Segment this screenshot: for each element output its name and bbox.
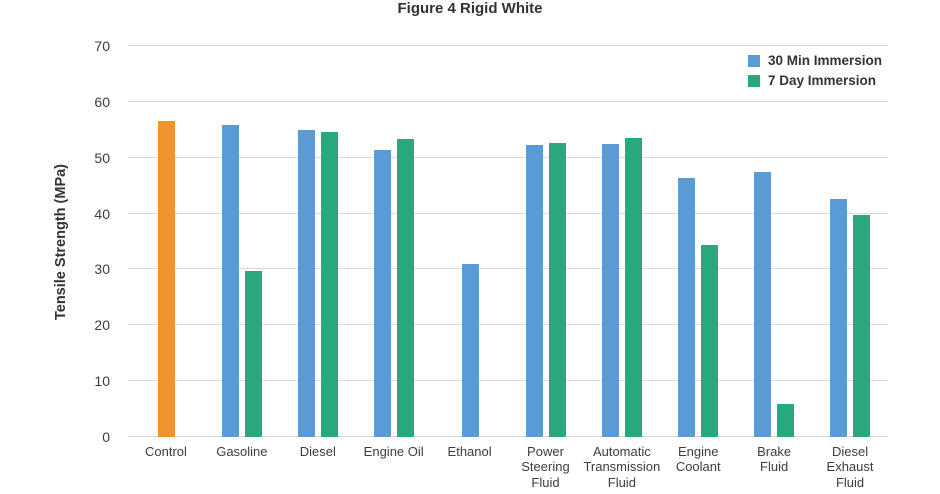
x-axis-category-label: Control [144, 444, 187, 459]
bar-control [157, 121, 175, 437]
bar-7-day-immersion [321, 132, 338, 437]
bar-30-min-immersion [222, 125, 239, 437]
x-axis-category-label: Gasoline [216, 444, 268, 459]
bar-7-day-immersion [853, 214, 870, 437]
bar-7-day-immersion [701, 245, 718, 437]
bar-30-min-immersion [754, 171, 771, 437]
bar-7-day-immersion [397, 138, 414, 437]
bar-30-min-immersion [374, 150, 391, 437]
y-tick-label: 40 [94, 205, 110, 222]
y-tick-label: 60 [94, 93, 110, 110]
gridline [128, 268, 888, 270]
gridline [128, 156, 888, 158]
legend-label: 7 Day Immersion [767, 73, 876, 88]
x-axis-category-label: Engine Oil [363, 444, 424, 459]
bar-group [128, 46, 204, 437]
y-tick-label: 70 [94, 38, 110, 54]
gridline [128, 436, 888, 437]
x-axis-category-label: Diesel [299, 444, 336, 459]
gridline [128, 45, 888, 46]
bar-group [432, 46, 508, 437]
bar-7-day-immersion [777, 403, 794, 437]
bar-group [356, 46, 432, 437]
legend-swatch [747, 74, 760, 87]
bar-30-min-immersion [678, 178, 695, 437]
bar-30-min-immersion [461, 264, 479, 437]
bar-30-min-immersion [298, 129, 315, 437]
legend-entry: 7 Day Immersion [747, 73, 882, 88]
legend-label: 30 Min Immersion [767, 53, 882, 68]
x-axis-category-label: Brake Fluid [757, 444, 792, 475]
x-axis-category-label: Ethanol [447, 444, 492, 459]
plot-area: 30 Min Immersion 7 Day Immersion [128, 45, 888, 437]
bar-30-min-immersion [830, 199, 847, 437]
bar-group [660, 46, 736, 437]
bar-group [812, 46, 888, 437]
bar-group [280, 46, 356, 437]
bar-30-min-immersion [602, 144, 619, 437]
gridline [128, 100, 888, 102]
y-tick-label: 50 [94, 149, 110, 166]
bar-groups [128, 46, 888, 437]
gridline [128, 212, 888, 214]
bar-group [584, 46, 660, 437]
bar-group [508, 46, 584, 437]
y-tick-label: 30 [94, 261, 110, 278]
x-axis-category-label: Power Steering Fluid [521, 444, 570, 490]
gridline [128, 324, 888, 326]
bar-7-day-immersion [245, 271, 262, 437]
y-axis-tick-labels: 0 10 20 30 40 50 60 70 [0, 38, 110, 445]
legend: 30 Min Immersion 7 Day Immersion [747, 53, 882, 88]
bar-groups-layer [128, 46, 888, 437]
legend-swatch [747, 54, 760, 67]
bar-7-day-immersion [625, 137, 642, 437]
x-axis-category-label: Automatic Transmission Fluid [583, 444, 661, 490]
gridline [128, 380, 888, 382]
chart-title: Figure 4 Rigid White [397, 0, 543, 17]
y-tick-label: 10 [94, 373, 110, 390]
x-axis-category-label: Diesel Exhaust Fluid [826, 444, 874, 490]
legend-entry: 30 Min Immersion [747, 53, 882, 68]
bar-group [204, 46, 280, 437]
bar-7-day-immersion [549, 142, 566, 437]
x-axis-category-label: Engine Coolant [675, 444, 721, 475]
y-tick-label: 0 [102, 429, 110, 445]
y-tick-label: 20 [94, 317, 110, 334]
x-axis-labels: Control Gasoline Diesel Engine Oil Ethanol Po… [128, 444, 888, 490]
bar-30-min-immersion [526, 145, 543, 437]
bar-group [736, 46, 812, 437]
